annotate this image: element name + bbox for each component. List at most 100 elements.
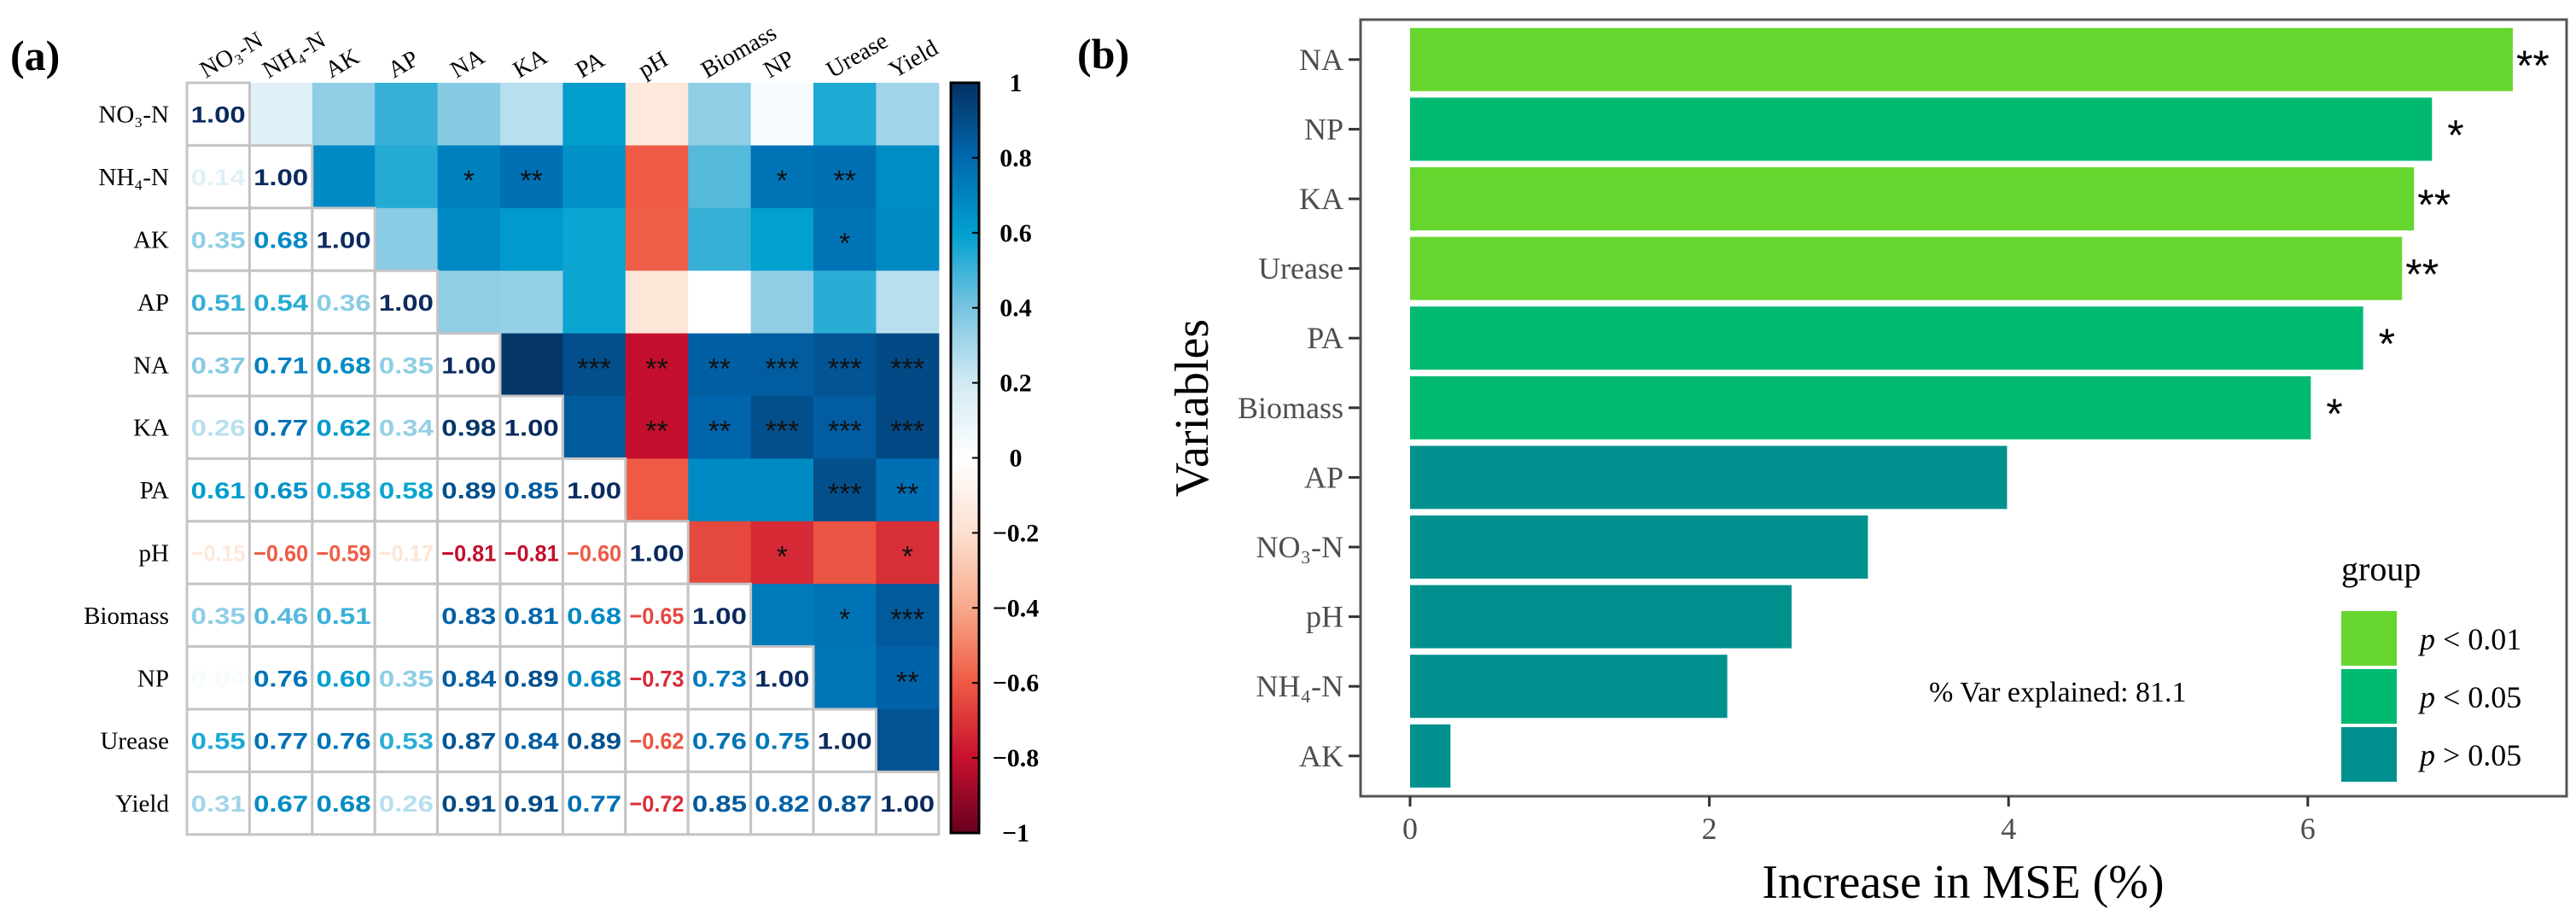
significance-stars: *** — [828, 416, 862, 448]
correlation-value: 0.77 — [254, 416, 308, 441]
heatmap-value-cell — [248, 332, 314, 398]
correlation-value: 0.73 — [692, 666, 747, 691]
heatmap-value-cell — [248, 143, 314, 210]
heatmap-value-cell — [311, 770, 376, 836]
heatmap-value-cell — [686, 645, 753, 711]
correlation-value: −0.59 — [317, 541, 371, 567]
heatmap-cell — [625, 458, 689, 522]
y-tick-label: NO₃-N — [1256, 530, 1343, 564]
heatmap-cell — [625, 207, 689, 271]
heatmap-cell — [562, 207, 627, 271]
y-tick-label: NA — [1299, 43, 1343, 77]
heatmap-cell — [625, 145, 689, 209]
significance-stars: ** — [896, 478, 918, 510]
heatmap-value-cell — [624, 520, 690, 585]
heatmap-cell — [876, 458, 940, 522]
correlation-value: 1.00 — [317, 228, 371, 253]
correlation-value: 0.85 — [504, 478, 559, 504]
bar — [1410, 724, 1451, 788]
heatmap-cell — [750, 271, 814, 335]
correlation-value: 0.51 — [191, 290, 246, 316]
heatmap-cell — [688, 333, 752, 397]
correlation-value: 0.60 — [317, 666, 371, 691]
heatmap-value-cell — [561, 645, 627, 711]
heatmap-value-cell — [498, 770, 564, 836]
correlation-value: 0.68 — [254, 228, 308, 253]
significance-stars: ** — [520, 165, 542, 197]
heatmap-cell — [813, 333, 877, 397]
colorbar-tick-label: 1 — [1010, 69, 1023, 97]
x-tick-label: 0 — [1402, 812, 1418, 846]
heatmap-cell — [688, 207, 752, 271]
correlation-value: 0.61 — [191, 478, 246, 504]
significance-stars: *** — [890, 416, 924, 448]
correlation-value: 0.85 — [692, 791, 747, 817]
column-label: KA — [509, 44, 552, 84]
legend-label: p < 0.01 — [2417, 622, 2521, 656]
significance-stars: ** — [708, 416, 731, 448]
significance-stars: *** — [828, 352, 862, 385]
correlation-value: 0.46 — [254, 603, 308, 629]
heatmap-cell — [876, 145, 940, 209]
importance-bar-chart: (b) NA ** NP * KA ** Urease ** PA * Biomass * AP NO₃-N… — [1077, 18, 2568, 909]
heatmap-value-cell — [812, 770, 877, 836]
correlation-value: 1.00 — [254, 165, 308, 190]
heatmap-value-cell — [749, 770, 815, 836]
heatmap-cell — [876, 646, 940, 710]
bar — [1410, 236, 2403, 300]
heatmap-cell — [813, 458, 877, 522]
significance-stars: ** — [708, 352, 731, 385]
correlation-value: 0.58 — [379, 478, 434, 504]
heatmap-cell — [625, 333, 689, 397]
colorbar-tick-label: 0.6 — [1000, 219, 1032, 247]
bar — [1410, 306, 2363, 370]
y-tick-label: Biomass — [1238, 391, 1343, 425]
correlation-value: 1.00 — [755, 666, 809, 691]
bar — [1410, 27, 2513, 91]
correlation-value: 0.04 — [191, 666, 246, 691]
correlation-value: 0.31 — [191, 791, 246, 817]
colorbar-tick-label: −1 — [1002, 819, 1029, 847]
row-label: AP — [137, 289, 169, 317]
correlation-value: −0.60 — [254, 541, 308, 567]
heatmap-cell — [688, 145, 752, 209]
row-label: Biomass — [84, 603, 169, 630]
heatmap-value-cell — [373, 520, 440, 585]
correlation-value: 0.58 — [317, 478, 371, 504]
correlation-value: 0.76 — [254, 666, 308, 691]
correlation-value: 0.35 — [191, 228, 246, 253]
correlation-value: 0.68 — [567, 666, 621, 691]
heatmap-cell — [437, 145, 501, 209]
correlation-value: 0.91 — [504, 791, 559, 817]
correlation-value: 0.51 — [317, 603, 371, 629]
heatmap-cell — [750, 145, 814, 209]
heatmap-cell — [876, 271, 940, 335]
column-label: Urease — [822, 27, 893, 84]
row-label: NA — [133, 352, 169, 379]
heatmap-cell — [750, 584, 814, 648]
heatmap-cell — [750, 396, 814, 459]
significance-stars: ** — [896, 666, 918, 698]
significance-stars: * — [777, 541, 788, 574]
correlation-value: 1.00 — [379, 290, 434, 316]
significance-stars: ** — [2516, 42, 2550, 90]
y-tick-label: AK — [1299, 739, 1343, 773]
heatmap-value-cell — [561, 770, 627, 836]
correlation-value: 0.82 — [755, 791, 809, 817]
heatmap-cell — [437, 271, 501, 335]
heatmap-cell — [750, 207, 814, 271]
x-tick-label: 2 — [1702, 812, 1717, 846]
heatmap-cell — [813, 396, 877, 459]
heatmap-cell — [625, 396, 689, 459]
legend-swatch — [2341, 669, 2397, 724]
heatmap-cell — [312, 145, 376, 209]
correlation-value: 0.89 — [504, 666, 559, 691]
significance-stars: *** — [828, 478, 862, 510]
legend-title: group — [2341, 550, 2421, 588]
colorbar-tick-label: −0.4 — [993, 594, 1040, 622]
row-label: pH — [139, 540, 170, 568]
heatmap-value-cell — [185, 81, 251, 147]
row-label: NO₃-N — [98, 102, 169, 129]
y-tick-label: Urease — [1258, 252, 1343, 286]
heatmap-cell — [813, 83, 877, 146]
